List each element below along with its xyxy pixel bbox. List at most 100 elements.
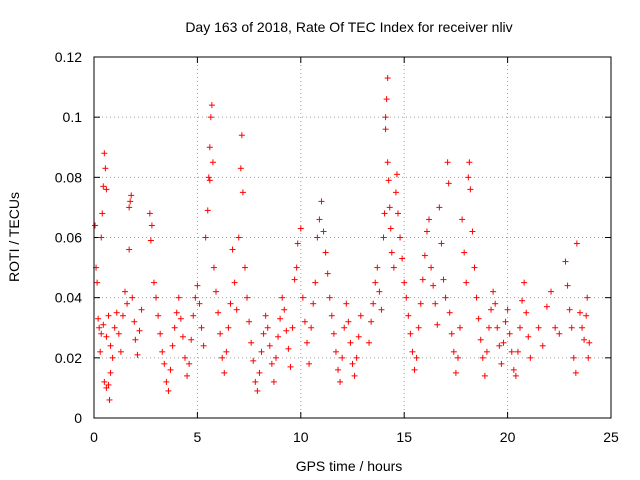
data-point (171, 324, 178, 331)
data-point (124, 300, 131, 307)
data-point (510, 366, 517, 373)
data-point (223, 348, 230, 355)
data-point (283, 327, 290, 334)
data-point (132, 336, 139, 343)
data-point (147, 237, 154, 244)
data-point (330, 330, 337, 337)
data-point (339, 354, 346, 361)
data-point (457, 324, 464, 331)
data-point (500, 339, 507, 346)
x-tick-label: 5 (194, 429, 202, 445)
data-point (341, 324, 348, 331)
data-point (481, 372, 488, 379)
data-point (318, 198, 325, 205)
data-point (380, 234, 387, 241)
data-point (523, 309, 530, 316)
data-point (423, 228, 430, 235)
data-point (94, 279, 101, 286)
data-point (219, 354, 226, 361)
data-point (248, 339, 255, 346)
data-point (258, 348, 265, 355)
data-point (376, 288, 383, 295)
data-point (372, 279, 379, 286)
data-point (374, 264, 381, 271)
x-tick-label: 0 (90, 429, 98, 445)
data-point (235, 234, 242, 241)
data-point (173, 309, 180, 316)
y-tick-label: 0.12 (55, 49, 82, 65)
data-point (285, 345, 292, 352)
data-point (126, 204, 133, 211)
data-point (134, 351, 141, 358)
data-point (581, 336, 588, 343)
data-point (190, 312, 197, 319)
data-point (107, 369, 114, 376)
data-point (101, 378, 108, 385)
data-point (291, 276, 298, 283)
data-point (129, 294, 136, 301)
x-tick-label: 20 (500, 429, 516, 445)
data-point (368, 318, 375, 325)
data-point (92, 222, 99, 229)
data-point (440, 276, 447, 283)
x-axis-label: GPS time / hours (296, 458, 403, 474)
data-point (552, 324, 559, 331)
data-point (186, 360, 193, 367)
data-point (556, 330, 563, 337)
data-point (196, 300, 203, 307)
data-point (159, 348, 166, 355)
data-point (188, 336, 195, 343)
data-point (238, 132, 245, 139)
data-point (163, 378, 170, 385)
data-point (146, 210, 153, 217)
data-point (390, 264, 397, 271)
data-point (514, 348, 521, 355)
data-point (490, 288, 497, 295)
data-point (446, 309, 453, 316)
data-point (488, 306, 495, 313)
data-point (221, 369, 228, 376)
data-point (115, 330, 122, 337)
data-point (161, 360, 168, 367)
data-point (475, 315, 482, 322)
data-point (167, 366, 174, 373)
data-point (107, 342, 114, 349)
data-point (314, 234, 321, 241)
data-point (270, 378, 277, 385)
data-point (95, 315, 102, 322)
data-point (277, 315, 284, 322)
data-point (353, 354, 360, 361)
data-point (387, 225, 394, 232)
data-point (506, 330, 513, 337)
data-point (99, 210, 106, 217)
data-point (316, 216, 323, 223)
data-point (204, 207, 211, 214)
data-point (384, 75, 391, 82)
y-tick-labels: 0 0.02 0.04 0.06 0.08 0.1 0.12 (55, 49, 82, 426)
data-point (310, 300, 317, 307)
y-tick-label: 0.02 (55, 350, 82, 366)
data-point (262, 312, 269, 319)
data-point (306, 360, 313, 367)
data-point (165, 387, 172, 394)
data-point (138, 306, 145, 313)
data-point (266, 342, 273, 349)
data-point (386, 204, 393, 211)
data-point (157, 330, 164, 337)
data-point (527, 354, 534, 361)
data-point (401, 279, 408, 286)
plot-frame (93, 56, 612, 419)
data-point (436, 204, 443, 211)
data-point (461, 249, 468, 256)
data-point (100, 183, 107, 190)
data-point (225, 324, 232, 331)
data-point (466, 159, 473, 166)
data-point (485, 324, 492, 331)
grid-lines (94, 57, 611, 418)
data-point (570, 354, 577, 361)
data-point (244, 294, 251, 301)
data-point (192, 294, 199, 301)
data-point (438, 240, 445, 247)
data-point (413, 354, 420, 361)
data-point (459, 216, 466, 223)
